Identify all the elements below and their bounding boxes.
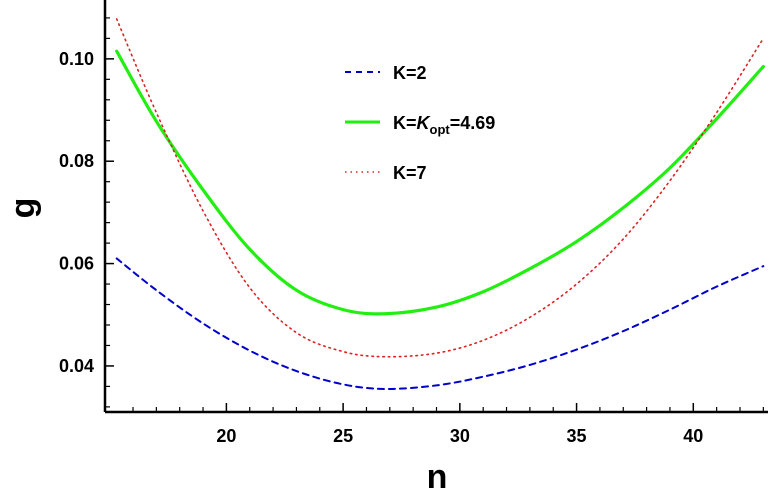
series-line-kopt — [115, 49, 765, 316]
legend-label-k7: K=7 — [393, 163, 427, 183]
legend-label-kopt-subscript: opt — [430, 122, 451, 137]
x-tick-label: 25 — [333, 426, 353, 446]
legend-label-kopt: K=Kopt=4.69 — [393, 113, 495, 137]
legend: K=2 K=Kopt=4.69 K=7 — [345, 63, 495, 183]
y-tick-label: 0.04 — [59, 356, 94, 376]
legend-label-k2: K=2 — [393, 63, 427, 83]
x-tick-label: 40 — [683, 426, 703, 446]
y-axis-label: g — [4, 198, 42, 219]
axes: 20 25 30 35 40 0.04 0.06 0.08 0.10 — [59, 0, 768, 446]
y-tick-label: 0.08 — [59, 151, 94, 171]
legend-label-kopt-value: =4.69 — [450, 113, 496, 133]
y-tick-label: 0.10 — [59, 49, 94, 69]
y-tick-label: 0.06 — [59, 254, 94, 274]
series-line-k7 — [115, 18, 765, 358]
x-axis-label: n — [427, 458, 448, 496]
x-tick-label: 20 — [216, 426, 236, 446]
series-line-k2 — [115, 257, 765, 390]
legend-label-kopt-prefix: K= — [393, 113, 417, 133]
plot-lines — [115, 18, 765, 390]
x-tick-label: 35 — [567, 426, 587, 446]
legend-label-kopt-symbol: K — [417, 113, 432, 133]
x-tick-label: 30 — [450, 426, 470, 446]
